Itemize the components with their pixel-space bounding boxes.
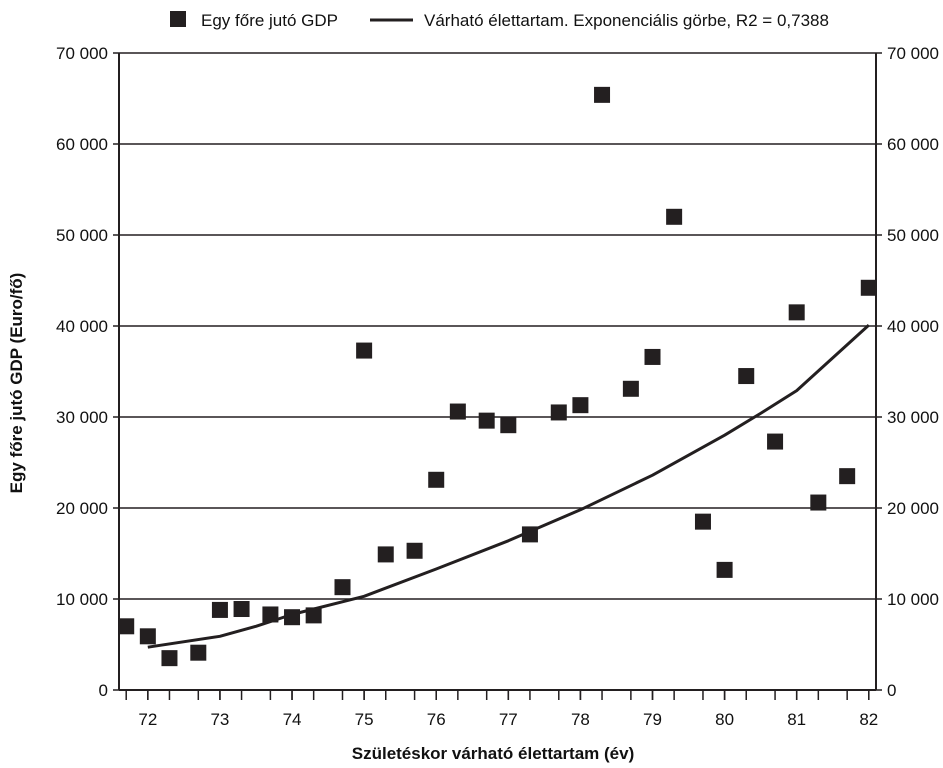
x-tick-label: 73: [210, 710, 229, 729]
x-tick-label: 72: [138, 710, 157, 729]
y-tick-label-right: 30 000: [887, 408, 939, 427]
legend: Egy főre jutó GDP Várható élettartam. Ex…: [170, 11, 829, 30]
x-tick-label: 79: [643, 710, 662, 729]
x-tick-label: 82: [859, 710, 878, 729]
gdp-point: [738, 368, 755, 385]
trend-line-layer: [147, 323, 870, 649]
legend-gdp-marker: [170, 11, 186, 27]
y-tick-label-right: 60 000: [887, 135, 939, 154]
gdp-point: [767, 433, 784, 450]
y-tick-label-right: 70 000: [887, 44, 939, 63]
y-tick-label-left: 30 000: [56, 408, 108, 427]
gdp-point: [839, 468, 856, 485]
marker-layer: [118, 86, 877, 667]
y-tick-label-left: 20 000: [56, 499, 108, 518]
gdp-point: [190, 644, 207, 661]
gdp-point: [284, 609, 301, 626]
x-tick-label: 75: [355, 710, 374, 729]
y-tick-label-right: 20 000: [887, 499, 939, 518]
gdp-point: [666, 208, 683, 225]
gdp-point: [161, 650, 178, 667]
grid-layer: [119, 52, 876, 600]
gdp-point: [572, 397, 589, 414]
trend-line: [147, 323, 870, 649]
gdp-point: [139, 628, 156, 645]
x-tick-label: 77: [499, 710, 518, 729]
gdp-point: [449, 403, 466, 420]
x-tick-label: 80: [715, 710, 734, 729]
y-tick-label-left: 70 000: [56, 44, 108, 63]
gdp-point: [428, 471, 445, 488]
gdp-point: [622, 380, 639, 397]
y-tick-label-right: 40 000: [887, 317, 939, 336]
gdp-point: [406, 542, 423, 559]
gdp-point: [118, 618, 135, 635]
gdp-point: [788, 304, 805, 321]
gdp-point: [262, 606, 279, 623]
y-axis-title: Egy főre jutó GDP (Euro/fő): [7, 273, 26, 494]
gdp-point: [334, 579, 351, 596]
gdp-point: [694, 513, 711, 530]
x-axis-title: Születéskor várható élettartam (év): [352, 744, 635, 763]
gdp-point: [810, 494, 827, 511]
gdp-point: [644, 348, 661, 365]
gdp-point: [594, 86, 611, 103]
gdp-point: [211, 601, 228, 618]
gdp-point: [716, 561, 733, 578]
legend-gdp-label: Egy főre jutó GDP: [201, 11, 338, 30]
y-tick-label-right: 0: [887, 681, 896, 700]
y-tick-label-right: 50 000: [887, 226, 939, 245]
gdp-point: [521, 526, 538, 543]
gdp-point: [500, 417, 517, 434]
x-tick-label: 76: [427, 710, 446, 729]
gdp-point: [377, 546, 394, 563]
y-tick-label-left: 10 000: [56, 590, 108, 609]
gdp-point: [860, 279, 877, 296]
y-tick-label-left: 50 000: [56, 226, 108, 245]
y-tick-label-left: 40 000: [56, 317, 108, 336]
gdp-point: [233, 601, 250, 618]
axis-layer: 0 0 10 000 10 000 20 000 20 000 30 000 30 000 40…: [56, 44, 939, 729]
x-tick-label: 81: [787, 710, 806, 729]
x-tick-label: 74: [283, 710, 302, 729]
gdp-point: [550, 404, 567, 421]
legend-trend-label: Várható élettartam. Exponenciális görbe,…: [424, 11, 829, 30]
x-tick-label: 78: [571, 710, 590, 729]
y-tick-label-left: 0: [99, 681, 108, 700]
gdp-point: [478, 412, 495, 429]
y-tick-label-right: 10 000: [887, 590, 939, 609]
gdp-point: [305, 607, 322, 624]
y-tick-label-left: 60 000: [56, 135, 108, 154]
gdp-point: [356, 342, 373, 359]
